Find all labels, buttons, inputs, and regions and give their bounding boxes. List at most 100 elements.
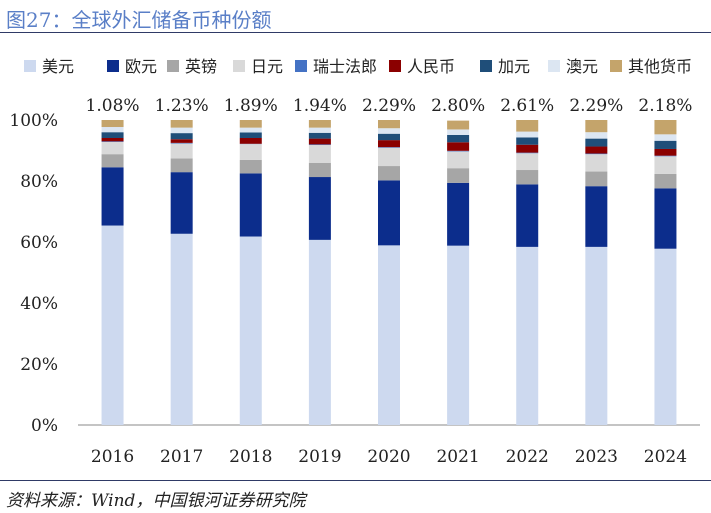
- bar-segment: [239, 132, 262, 138]
- legend-swatch: [295, 60, 307, 72]
- bar-segment: [378, 180, 400, 246]
- y-tick-label: 0%: [31, 416, 58, 436]
- bar-segment: [170, 127, 193, 134]
- legend-label: 其他货币: [628, 57, 692, 76]
- legend-swatch: [107, 60, 119, 72]
- bar-segment: [585, 246, 608, 425]
- bar-segment: [654, 173, 677, 189]
- bar-segment: [654, 156, 677, 174]
- bar-segment: [516, 137, 539, 145]
- bar-segment: [170, 120, 193, 128]
- bar-segment: [378, 133, 400, 141]
- x-tick-label: 2024: [644, 447, 687, 467]
- bar-segment: [516, 131, 539, 138]
- bar-segment: [378, 147, 400, 167]
- bar-segment: [101, 120, 124, 128]
- bar-segment: [516, 170, 539, 185]
- bar-segment: [447, 142, 470, 151]
- bar-segment: [516, 246, 539, 425]
- bar-segment: [239, 159, 262, 174]
- bar-segment: [170, 143, 193, 159]
- bar-segment: [239, 127, 262, 133]
- bar-segment: [308, 127, 331, 133]
- bar-segment: [239, 236, 262, 425]
- bar-segment: [654, 188, 677, 249]
- data-label: 2.29%: [362, 96, 416, 116]
- y-tick-label: 40%: [20, 294, 58, 314]
- bar-segment: [654, 148, 677, 156]
- bar-segment: [447, 150, 470, 152]
- x-tick-label: 2022: [506, 447, 549, 467]
- bar-segment: [239, 173, 262, 237]
- bar-segment: [308, 239, 331, 425]
- legend-label: 欧元: [125, 57, 157, 76]
- bar-segment: [378, 128, 400, 134]
- data-label: 2.18%: [638, 96, 692, 116]
- x-tick-label: 2017: [160, 447, 203, 467]
- bar-segment: [308, 163, 331, 178]
- bar-segment: [170, 158, 193, 173]
- bar-segment: [101, 137, 124, 142]
- y-tick-label: 80%: [20, 172, 58, 192]
- legend-swatch: [610, 60, 622, 72]
- bar-segment: [378, 245, 400, 425]
- axes: 0% 20% 40% 60% 80% 100% 2016 2017 2018 2019 2020 20…: [9, 111, 700, 467]
- bar-segment: [101, 154, 124, 168]
- bar-segment: [654, 140, 677, 149]
- data-label: 2.80%: [431, 96, 485, 116]
- bar-segment: [585, 186, 608, 247]
- legend-swatch: [233, 60, 245, 72]
- x-tick-label: 2021: [436, 447, 479, 467]
- bar-segment: [170, 133, 193, 140]
- bar-segment: [585, 138, 608, 147]
- bar-segment: [447, 182, 470, 246]
- bar-segment: [170, 172, 193, 234]
- x-tick-label: 2020: [367, 447, 410, 467]
- bar-segment: [585, 120, 608, 133]
- legend: 美元 欧元 英镑 日元 瑞士法郎 人民币 加元 澳元 其他货币: [24, 57, 692, 76]
- bar-segment: [516, 152, 539, 154]
- bar-segment: [585, 171, 608, 187]
- legend-swatch: [548, 60, 560, 72]
- bar-segment: [101, 132, 124, 138]
- bar-segment: [378, 166, 400, 181]
- bars: [101, 120, 677, 425]
- y-tick-label: 60%: [20, 233, 58, 253]
- bar-segment: [447, 168, 470, 183]
- legend-label: 瑞士法郎: [313, 57, 377, 76]
- bar-segment: [308, 145, 331, 164]
- bar-segment: [654, 248, 677, 425]
- bar-segment: [447, 120, 470, 130]
- bar-segment: [447, 129, 470, 135]
- bar-segment: [585, 132, 608, 139]
- bar-segment: [516, 120, 539, 132]
- y-tick-label: 20%: [20, 355, 58, 375]
- legend-label: 英镑: [185, 57, 217, 76]
- bar-segment: [170, 142, 193, 144]
- bar-segment: [585, 154, 608, 172]
- bar-segment: [170, 139, 193, 143]
- bar-segment: [308, 132, 331, 139]
- x-tick-label: 2019: [298, 447, 341, 467]
- bar-segment: [308, 177, 331, 240]
- bar-segment: [585, 153, 608, 155]
- legend-label: 人民币: [407, 57, 455, 76]
- legend-label: 日元: [251, 57, 283, 76]
- bar-segment: [308, 120, 331, 128]
- bar-segment: [654, 134, 677, 141]
- bar-segment: [378, 147, 400, 148]
- bar-segment: [101, 127, 124, 133]
- bar-segment: [516, 184, 539, 247]
- bar-segment: [239, 120, 262, 128]
- y-tick-label: 100%: [9, 111, 58, 131]
- data-labels: 1.08% 1.23% 1.89% 1.94% 2.29% 2.80% 2.61% 2.29%…: [86, 96, 693, 116]
- bar-segment: [101, 141, 124, 155]
- bar-segment: [101, 225, 124, 425]
- bar-segment: [308, 144, 331, 146]
- bar-segment: [378, 140, 400, 148]
- chart-title: 图27：全球外汇储备币种份额: [6, 8, 272, 32]
- bar-segment: [447, 134, 470, 143]
- x-tick-label: 2023: [575, 447, 618, 467]
- bar-segment: [239, 144, 262, 160]
- bar-segment: [101, 141, 124, 142]
